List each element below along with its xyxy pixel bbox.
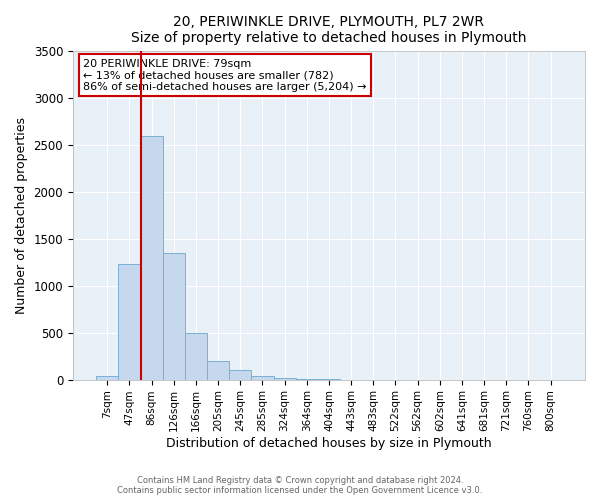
Bar (207, 362, 229, 380)
Title: 20, PERIWINKLE DRIVE, PLYMOUTH, PL7 2WR
Size of property relative to detached ho: 20, PERIWINKLE DRIVE, PLYMOUTH, PL7 2WR … (131, 15, 527, 45)
Bar (96, 376, 118, 380)
Bar (251, 376, 274, 380)
Y-axis label: Number of detached properties: Number of detached properties (15, 116, 28, 314)
Bar (274, 378, 296, 380)
Bar (185, 332, 207, 380)
Bar (229, 370, 251, 380)
X-axis label: Distribution of detached houses by size in Plymouth: Distribution of detached houses by size … (166, 437, 492, 450)
Text: 20 PERIWINKLE DRIVE: 79sqm
← 13% of detached houses are smaller (782)
86% of sem: 20 PERIWINKLE DRIVE: 79sqm ← 13% of deta… (83, 59, 367, 92)
Bar (163, 252, 185, 380)
Bar (140, 136, 163, 380)
Text: Contains HM Land Registry data © Crown copyright and database right 2024.
Contai: Contains HM Land Registry data © Crown c… (118, 476, 482, 495)
Bar (118, 264, 140, 380)
